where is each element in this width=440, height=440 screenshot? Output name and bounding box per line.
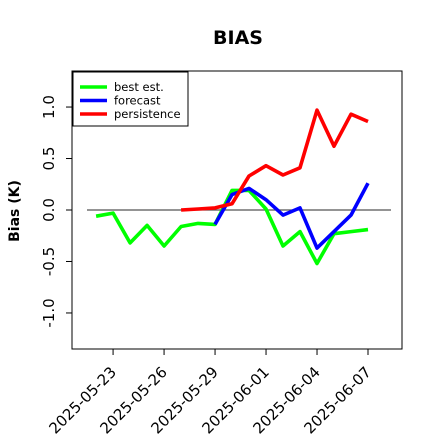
legend-label: persistence (114, 107, 181, 121)
y-tick-label: -0.5 (40, 247, 58, 276)
y-tick-label: 0.5 (40, 147, 58, 171)
plot-area (87, 108, 391, 266)
chart-title: BIAS (213, 27, 263, 49)
series-line-best-est (95, 188, 369, 266)
y-tick-label: 1.0 (40, 95, 58, 119)
legend-label: best est. (114, 80, 164, 94)
y-axis-label: Bias (K) (7, 180, 23, 242)
series-line-persistence (180, 108, 369, 212)
legend-label: forecast (114, 94, 161, 108)
y-tick-label: 0.0 (40, 198, 58, 222)
y-tick-label: -1.0 (40, 298, 58, 327)
